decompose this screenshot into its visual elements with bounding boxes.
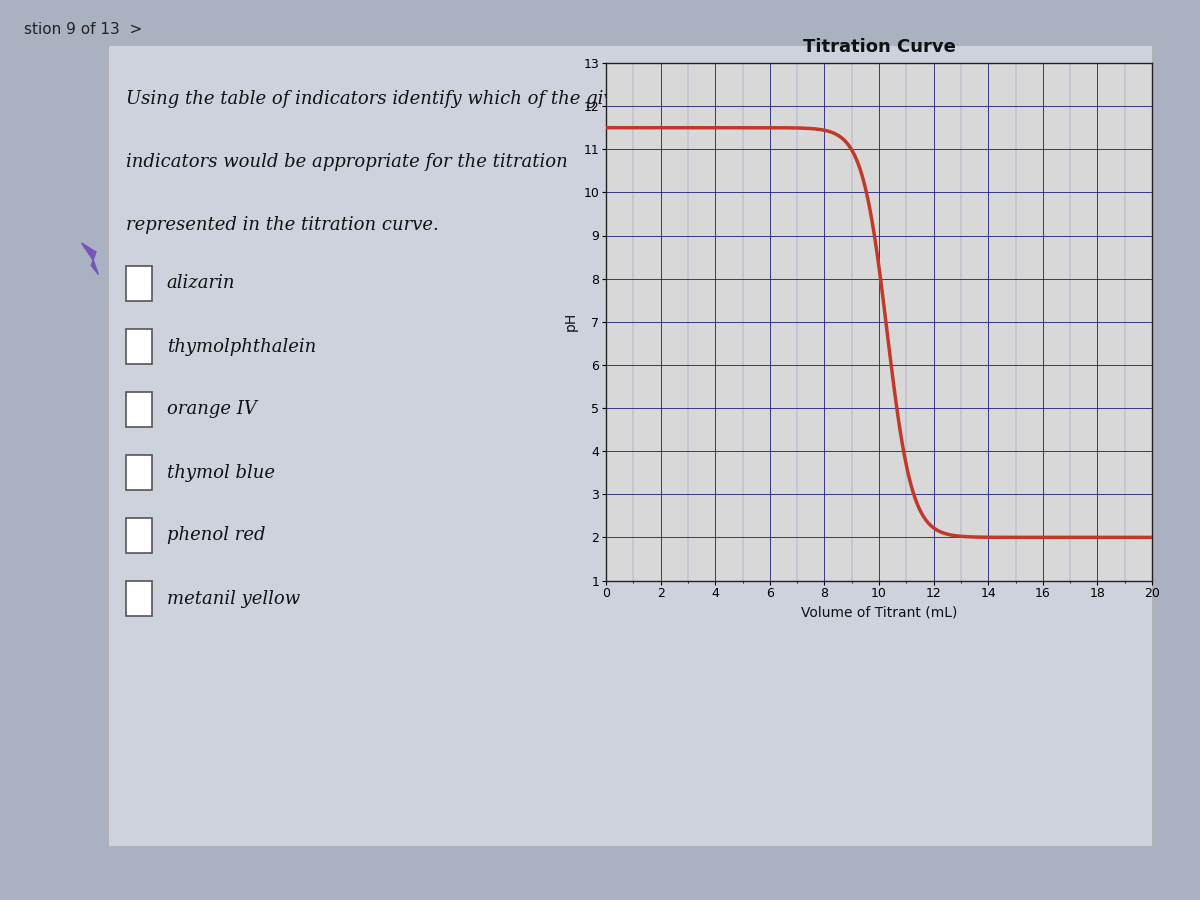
Y-axis label: pH: pH bbox=[564, 312, 577, 331]
Text: stion 9 of 13  >: stion 9 of 13 > bbox=[24, 22, 143, 38]
Text: orange IV: orange IV bbox=[167, 400, 257, 418]
Title: Titration Curve: Titration Curve bbox=[803, 38, 955, 56]
Text: alizarin: alizarin bbox=[167, 274, 235, 292]
FancyBboxPatch shape bbox=[126, 455, 152, 490]
FancyBboxPatch shape bbox=[126, 581, 152, 616]
FancyBboxPatch shape bbox=[108, 45, 1152, 846]
Text: phenol red: phenol red bbox=[167, 526, 265, 544]
Text: indicators would be appropriate for the titration: indicators would be appropriate for the … bbox=[126, 153, 568, 171]
Text: metanil yellow: metanil yellow bbox=[167, 590, 300, 608]
FancyBboxPatch shape bbox=[126, 266, 152, 301]
Text: thymol blue: thymol blue bbox=[167, 464, 275, 482]
Text: thymolphthalein: thymolphthalein bbox=[167, 338, 316, 356]
FancyBboxPatch shape bbox=[126, 518, 152, 553]
Text: Using the table of indicators identify which of the given: Using the table of indicators identify w… bbox=[126, 90, 636, 108]
Polygon shape bbox=[82, 243, 98, 274]
FancyBboxPatch shape bbox=[126, 329, 152, 364]
X-axis label: Volume of Titrant (mL): Volume of Titrant (mL) bbox=[800, 606, 958, 620]
FancyBboxPatch shape bbox=[126, 392, 152, 427]
Text: represented in the titration curve.: represented in the titration curve. bbox=[126, 216, 439, 234]
